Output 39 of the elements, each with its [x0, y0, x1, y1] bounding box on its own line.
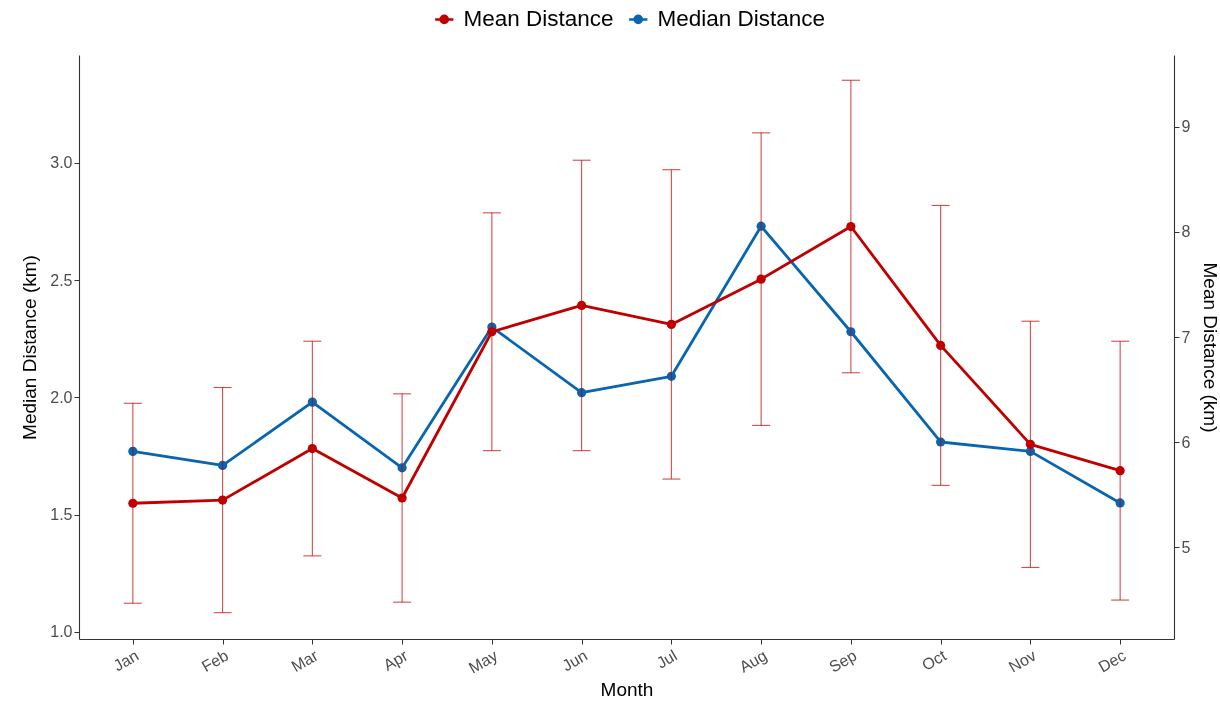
- x-tick-label: Jan: [110, 646, 142, 675]
- point: [1025, 439, 1035, 449]
- x-tick-label: May: [465, 646, 501, 677]
- point: [1115, 466, 1125, 476]
- y-tick-label: 1.0: [50, 623, 73, 641]
- y2-tick-label: 9: [1181, 118, 1191, 136]
- y-tick-label: 3.0: [50, 154, 73, 172]
- y2-tick-label: 7: [1181, 328, 1191, 346]
- x-tick-label: Mar: [288, 646, 322, 676]
- y-axis-title: Median Distance (km): [19, 255, 41, 440]
- y2-axis-title: Mean Distance (km): [1200, 262, 1220, 433]
- x-tick-label: Apr: [380, 646, 412, 674]
- point: [397, 493, 407, 503]
- y-tick-label: 1.5: [50, 506, 73, 524]
- y2-tick-label: 8: [1181, 223, 1191, 241]
- point: [666, 319, 676, 329]
- x-tick-label: Nov: [1005, 646, 1039, 676]
- y-tick-label: 2.0: [50, 388, 73, 406]
- x-tick-label: Dec: [1095, 646, 1129, 676]
- x-tick-label: Oct: [919, 646, 950, 674]
- x-tick-label: Feb: [198, 646, 232, 676]
- point: [128, 498, 138, 508]
- x-tick-label: Jul: [653, 646, 680, 672]
- point: [577, 300, 587, 311]
- legend-label: Median Distance: [657, 6, 826, 32]
- point: [756, 274, 766, 284]
- x-tick-label: Sep: [826, 646, 860, 676]
- y-tick-label: 2.5: [50, 271, 73, 289]
- y2-tick-label: 6: [1181, 433, 1191, 451]
- point: [846, 221, 856, 232]
- point: [936, 340, 946, 351]
- x-axis-title: Month: [600, 679, 654, 701]
- point: [487, 327, 497, 337]
- point: [218, 495, 228, 505]
- x-tick-label: Aug: [736, 646, 770, 676]
- point: [307, 443, 317, 454]
- x-tick-label: Jun: [559, 646, 591, 675]
- y2-tick-label: 5: [1181, 538, 1191, 556]
- legend-label: Mean Distance: [463, 6, 614, 32]
